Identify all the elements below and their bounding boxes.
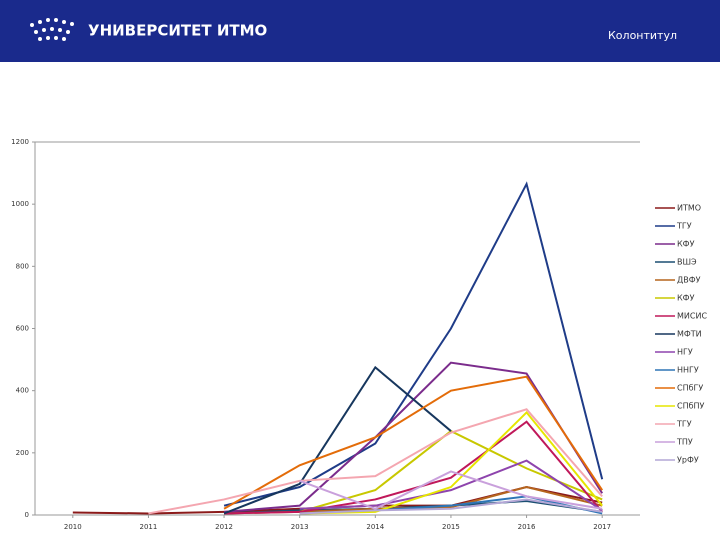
running-title: Колонтитул — [608, 29, 677, 42]
x-tick-label: 2012 — [215, 523, 233, 531]
series-line — [148, 408, 603, 515]
legend-label: ДВФУ — [677, 276, 701, 285]
x-tick-label: 2017 — [593, 523, 611, 531]
series-line — [223, 375, 604, 510]
y-tick-label: 1000 — [11, 200, 29, 208]
legend-label: УрФУ — [677, 456, 699, 465]
header: УНИВЕРСИТЕТ ИТМО Колонтитул — [30, 18, 677, 42]
series-line — [299, 410, 603, 515]
series-line — [299, 470, 603, 510]
series-line — [299, 429, 603, 513]
x-tick-label: 2013 — [291, 523, 309, 531]
y-tick-label: 0 — [25, 511, 29, 519]
y-tick-label: 1200 — [11, 138, 29, 146]
series-line — [299, 498, 603, 515]
legend-label: МФТИ — [677, 330, 702, 339]
legend-label: ИТМО — [677, 204, 701, 213]
header-band — [0, 0, 720, 62]
legend-label: СПбПУ — [677, 402, 705, 411]
x-tick-label: 2015 — [442, 523, 460, 531]
x-tick-label: 2011 — [140, 523, 158, 531]
y-tick-label: 400 — [16, 387, 29, 395]
legend-label: СПбГУ — [677, 384, 703, 393]
series-line — [299, 459, 603, 512]
series-line — [224, 420, 603, 515]
legend-label: КФУ — [677, 240, 695, 249]
legend-label: НГУ — [677, 348, 693, 357]
y-tick-label: 200 — [16, 449, 29, 457]
legend-label: ННГУ — [677, 366, 699, 375]
x-tick-label: 2010 — [64, 523, 82, 531]
x-tick-label: 2014 — [366, 523, 384, 531]
logo-mark — [30, 18, 74, 41]
y-tick-label: 600 — [16, 325, 29, 333]
legend-label: МИСИС — [677, 312, 707, 321]
legend-label: ВШЭ — [677, 258, 697, 267]
legend-label: КФУ — [677, 294, 695, 303]
legend-label: ТПУ — [676, 438, 693, 447]
x-tick-label: 2016 — [518, 523, 536, 531]
series-line — [223, 365, 452, 515]
logo-text: УНИВЕРСИТЕТ ИТМО — [88, 22, 267, 40]
legend-label: ТГУ — [676, 420, 692, 429]
legend-label: ТГУ — [676, 222, 692, 231]
y-tick-label: 800 — [16, 262, 29, 270]
series-line — [223, 181, 604, 507]
